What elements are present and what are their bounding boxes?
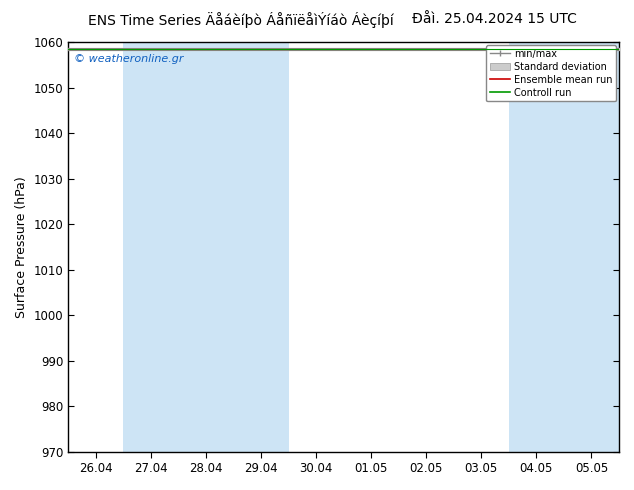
Bar — [509, 42, 564, 452]
Text: Ðåì. 25.04.2024 15 UTC: Ðåì. 25.04.2024 15 UTC — [412, 12, 577, 26]
Bar — [178, 42, 233, 452]
Text: ENS Time Series Äåáèíþò ÁåñïëåìÝíáò Áèçíþí: ENS Time Series Äåáèíþò ÁåñïëåìÝíáò Áèçí… — [88, 12, 394, 28]
Bar — [564, 42, 619, 452]
Bar — [123, 42, 178, 452]
Bar — [233, 42, 288, 452]
Y-axis label: Surface Pressure (hPa): Surface Pressure (hPa) — [15, 176, 28, 318]
Text: © weatheronline.gr: © weatheronline.gr — [74, 54, 183, 64]
Legend: min/max, Standard deviation, Ensemble mean run, Controll run: min/max, Standard deviation, Ensemble me… — [486, 45, 616, 101]
